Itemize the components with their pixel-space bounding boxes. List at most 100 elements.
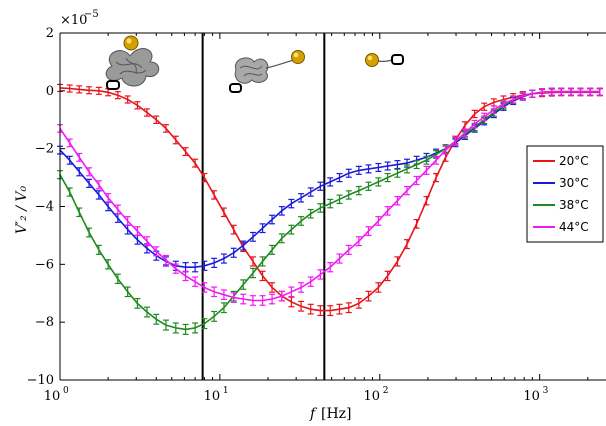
error-bar — [298, 282, 305, 293]
error-bar — [76, 207, 83, 218]
error-bar — [192, 262, 199, 273]
error-bar — [365, 290, 372, 302]
error-bar — [519, 91, 526, 101]
error-bar — [76, 85, 83, 94]
error-bar — [269, 293, 276, 305]
error-bar — [307, 208, 314, 219]
error-bar — [240, 279, 247, 290]
error-bar — [230, 224, 237, 235]
error-bar — [317, 305, 324, 317]
error-bar — [162, 124, 169, 133]
legend-label: 44°C — [559, 220, 589, 234]
error-bar — [288, 296, 295, 308]
error-bar — [259, 295, 266, 306]
error-bar — [452, 137, 459, 146]
error-bar — [249, 267, 256, 279]
error-bar — [336, 303, 343, 315]
error-bar — [336, 172, 343, 183]
error-bar — [66, 187, 73, 197]
error-bar — [413, 218, 420, 229]
error-bar — [172, 322, 179, 334]
error-bar — [134, 101, 141, 110]
error-bar — [327, 198, 334, 209]
error-bar — [298, 216, 305, 226]
error-bar — [587, 87, 594, 96]
error-bar — [124, 95, 131, 104]
error-bar — [172, 135, 179, 145]
error-bar — [162, 319, 169, 331]
error-bar — [76, 152, 83, 162]
error-bar — [345, 168, 352, 178]
error-bar — [143, 108, 150, 117]
error-bar — [394, 160, 401, 170]
error-bar — [278, 206, 285, 216]
error-bar — [230, 247, 237, 258]
error-bar — [230, 292, 237, 303]
error-bar — [153, 115, 160, 125]
error-bar — [143, 306, 150, 318]
error-bar — [394, 195, 401, 206]
error-bar — [259, 270, 266, 282]
y-tick-label: 2 — [46, 26, 54, 41]
error-bar — [114, 204, 121, 215]
error-bar — [153, 313, 160, 325]
error-bar — [394, 256, 401, 267]
error-bar — [124, 216, 131, 226]
y-multiplier-base: ×10 — [60, 13, 87, 28]
coiled-polymer-illustration — [105, 35, 160, 90]
x-tick-label: 10 — [523, 389, 540, 404]
error-bar — [288, 224, 295, 235]
y-tick-label: −6 — [35, 257, 54, 272]
y-tick-label: −4 — [35, 200, 54, 215]
error-bar — [105, 193, 112, 203]
error-bar — [317, 269, 324, 280]
error-bar — [220, 207, 227, 218]
error-bar — [481, 112, 488, 122]
error-bar — [539, 88, 546, 97]
error-bar — [249, 295, 256, 306]
error-bar — [143, 236, 150, 247]
error-bar — [76, 167, 83, 177]
error-bar — [375, 177, 382, 187]
error-bar — [423, 165, 430, 175]
error-bar — [298, 193, 305, 203]
error-bar — [269, 282, 276, 293]
error-bar — [278, 233, 285, 244]
error-bar — [269, 214, 276, 225]
error-bar — [259, 256, 266, 267]
error-bar — [355, 297, 362, 309]
error-bar — [471, 119, 478, 129]
partially-stretched-polymer-illustration — [229, 50, 305, 93]
x-tick-label-exponent: 2 — [383, 386, 389, 396]
error-bar — [375, 162, 382, 173]
error-bar — [384, 161, 391, 171]
error-bar — [192, 158, 199, 168]
error-bar — [413, 175, 420, 186]
error-bar — [317, 203, 324, 213]
error-bar — [105, 259, 112, 270]
error-bar — [596, 87, 603, 96]
error-bar — [307, 276, 314, 287]
error-bar — [249, 231, 256, 242]
error-bar — [577, 87, 584, 96]
error-bar — [220, 302, 227, 314]
error-bar — [95, 190, 102, 200]
series-group — [57, 83, 603, 335]
error-bar — [249, 256, 256, 267]
error-bar — [220, 253, 227, 264]
error-bar — [375, 216, 382, 226]
error-bar — [345, 302, 352, 314]
error-bar — [192, 322, 199, 334]
error-bar — [394, 168, 401, 178]
error-bar — [278, 290, 285, 302]
error-bar — [327, 177, 334, 187]
error-bar — [192, 276, 199, 287]
error-bar — [182, 147, 189, 157]
error-bar — [259, 223, 266, 234]
error-bar — [134, 226, 141, 237]
error-bar — [433, 172, 440, 183]
error-bar — [201, 172, 208, 183]
error-bar — [510, 95, 517, 104]
